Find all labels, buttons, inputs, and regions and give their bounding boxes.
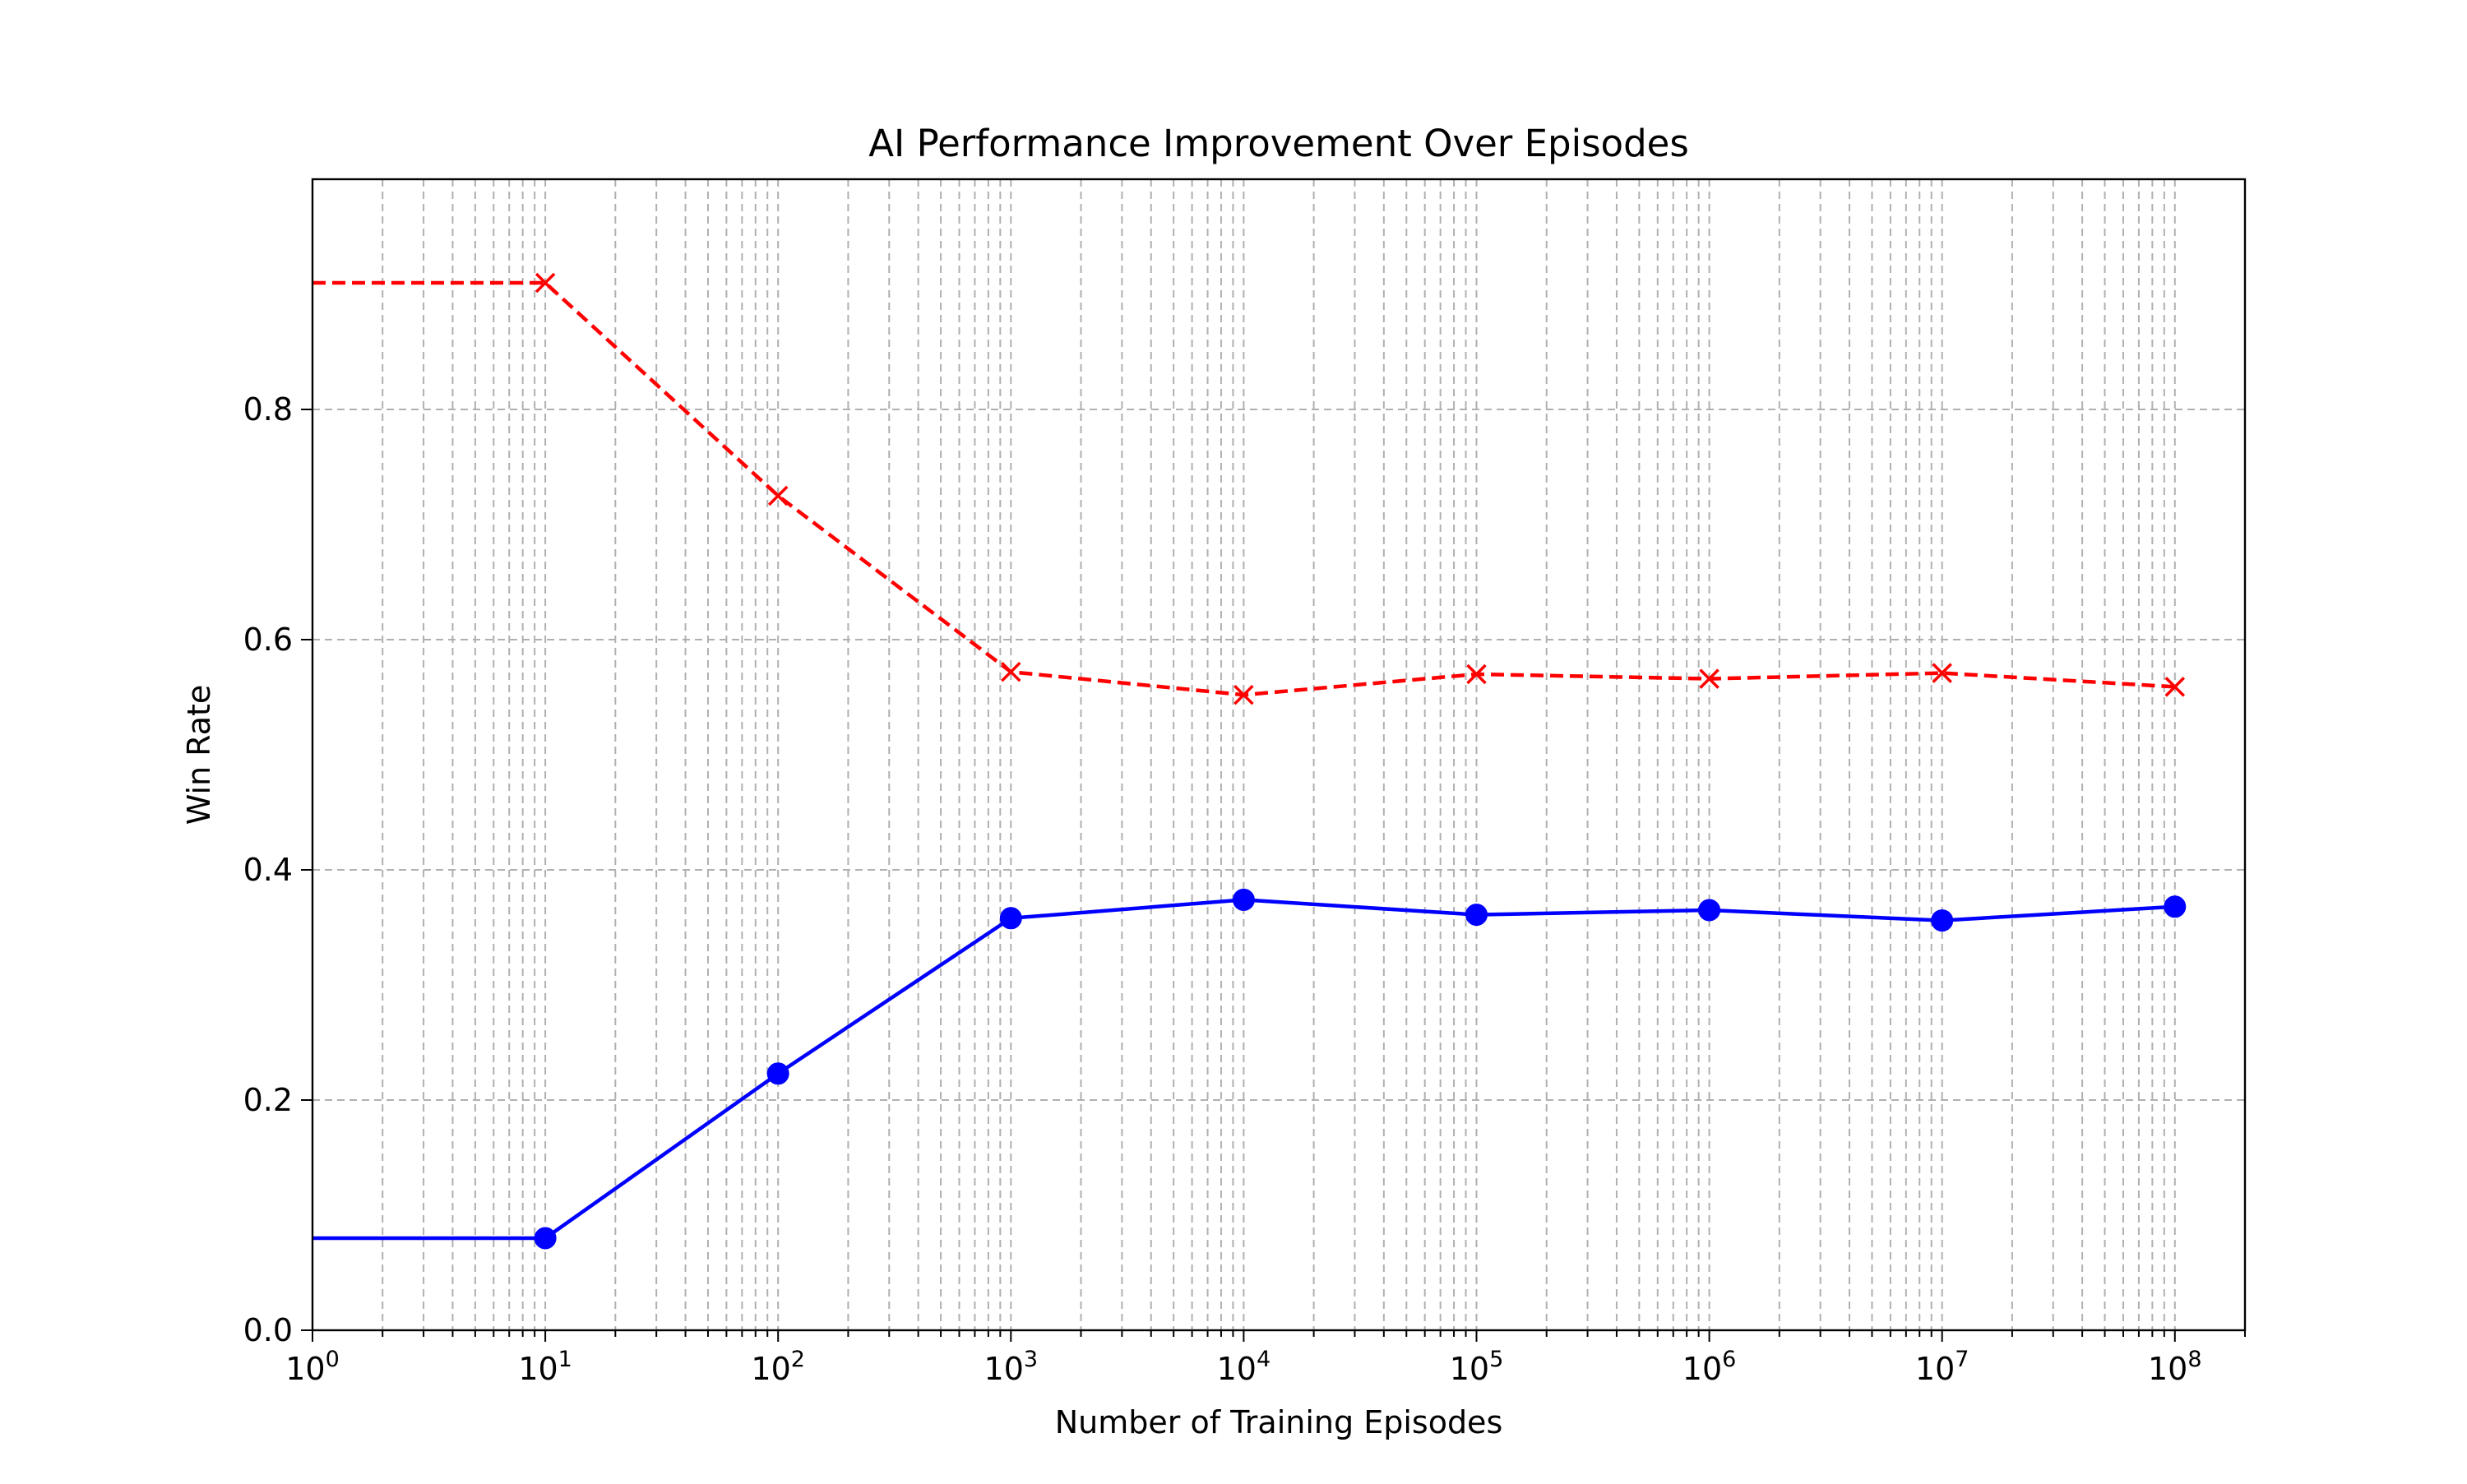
x-marker-stroke: [1932, 663, 1952, 683]
data-point-x: [1932, 663, 1952, 683]
plot-frame: [311, 178, 2247, 1332]
data-point-x: [535, 272, 556, 294]
x-tick-label: 101: [518, 1347, 572, 1387]
y-tick-label: 0.2: [243, 1082, 293, 1118]
x-marker-stroke: [535, 272, 556, 294]
x-marker-stroke: [2164, 677, 2186, 697]
data-point-circle: [1232, 888, 1255, 911]
x-marker-stroke: [1001, 661, 1021, 682]
y-tick-label: 0.4: [243, 852, 293, 888]
x-tick-label: 105: [1450, 1347, 1504, 1387]
x-tick-label: 100: [285, 1347, 340, 1387]
x-marker-stroke: [1466, 663, 1487, 685]
grid: [312, 179, 2246, 1331]
x-tick-label: 107: [1915, 1347, 1969, 1387]
x-tick-label: 108: [2148, 1347, 2202, 1387]
x-marker-stroke: [767, 485, 789, 506]
x-tick-label: 104: [1217, 1347, 1271, 1387]
data-point-x: [1466, 663, 1487, 685]
y-tick-label: 0.8: [243, 391, 293, 428]
data-point-circle: [766, 1062, 789, 1085]
data-point-x: [1699, 668, 1719, 689]
y-axis-label: Win Rate: [181, 685, 217, 825]
x-tick-label: 106: [1682, 1347, 1737, 1387]
data-point-circle: [2164, 895, 2187, 918]
data-point-x: [2164, 677, 2186, 697]
data-point-x: [1001, 661, 1021, 682]
data-point-x: [1234, 684, 1254, 705]
x-tick-label: 103: [984, 1347, 1039, 1387]
chart-title: AI Performance Improvement Over Episodes: [868, 122, 1689, 165]
x-tick-label: 102: [751, 1347, 805, 1387]
data-point-circle: [1931, 909, 1954, 932]
series-layer: [312, 272, 2187, 1250]
data-point-x: [767, 485, 789, 506]
axes: 0.0 0.2 0.4 0.6 0.8 100 101 102 103 104 105 106 107 1…: [243, 391, 2246, 1387]
data-point-circle: [999, 907, 1022, 930]
data-point-circle: [534, 1227, 557, 1250]
x-axis-label: Number of Training Episodes: [1055, 1404, 1503, 1440]
data-point-circle: [1465, 904, 1488, 927]
data-point-circle: [1698, 899, 1721, 922]
y-tick-label: 0.0: [243, 1312, 293, 1348]
x-marker-stroke: [1234, 684, 1254, 705]
x-marker-stroke: [1699, 668, 1719, 689]
y-tick-label: 0.6: [243, 622, 293, 658]
